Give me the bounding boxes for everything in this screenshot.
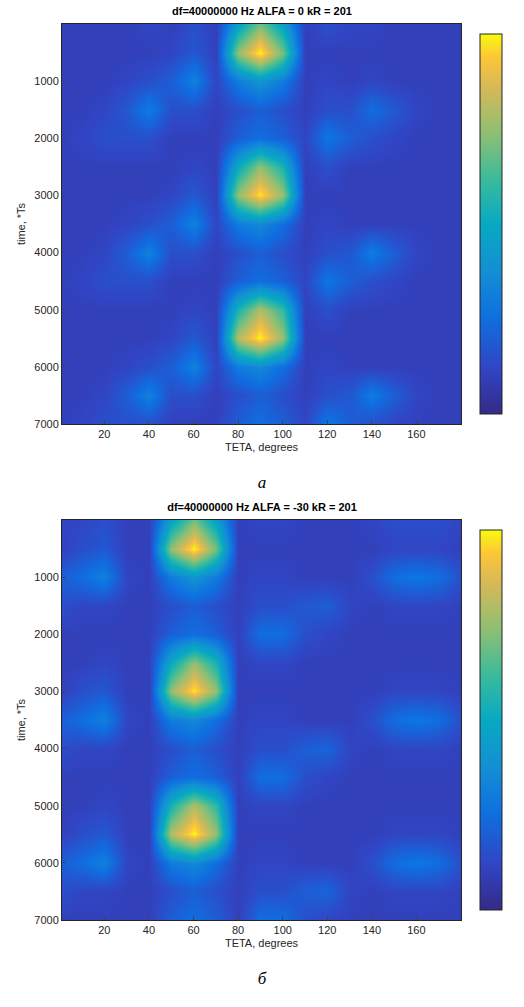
svg-text:100: 100 xyxy=(274,428,292,440)
svg-text:TETA, degrees: TETA, degrees xyxy=(225,441,299,453)
svg-text:20: 20 xyxy=(98,428,110,440)
svg-text:6000: 6000 xyxy=(34,361,58,373)
svg-text:140: 140 xyxy=(363,428,381,440)
svg-text:160: 160 xyxy=(407,428,425,440)
svg-text:60: 60 xyxy=(187,924,199,936)
svg-text:TETA, degrees: TETA, degrees xyxy=(225,937,299,949)
svg-text:7000: 7000 xyxy=(34,914,58,926)
svg-text:2000: 2000 xyxy=(34,628,58,640)
svg-text:120: 120 xyxy=(318,428,336,440)
svg-text:100: 100 xyxy=(274,924,292,936)
svg-text:5000: 5000 xyxy=(34,304,58,316)
svg-text:5000: 5000 xyxy=(34,800,58,812)
svg-text:120: 120 xyxy=(318,924,336,936)
svg-text:1000: 1000 xyxy=(34,571,58,583)
svg-text:160: 160 xyxy=(407,924,425,936)
svg-text:40: 40 xyxy=(143,924,155,936)
svg-text:80: 80 xyxy=(232,924,244,936)
svg-text:6000: 6000 xyxy=(34,857,58,869)
svg-text:20: 20 xyxy=(98,924,110,936)
svg-text:80: 80 xyxy=(232,428,244,440)
svg-text:1000: 1000 xyxy=(34,75,58,87)
html-text:б: б xyxy=(257,969,267,988)
svg-text:3000: 3000 xyxy=(34,685,58,697)
svg-text:140: 140 xyxy=(363,924,381,936)
html-text:а: а xyxy=(257,473,267,492)
svg-text:2000: 2000 xyxy=(34,132,58,144)
svg-text:time, *Ts: time, *Ts xyxy=(15,202,27,245)
svg-text:time, *Ts: time, *Ts xyxy=(15,698,27,741)
svg-text:40: 40 xyxy=(143,428,155,440)
svg-text:4000: 4000 xyxy=(34,742,58,754)
svg-text:3000: 3000 xyxy=(34,189,58,201)
svg-text:7000: 7000 xyxy=(34,418,58,430)
svg-text:60: 60 xyxy=(187,428,199,440)
svg-text:df=40000000 Hz ALFA = 0 kR = 2: df=40000000 Hz ALFA = 0 kR = 201 xyxy=(172,5,352,17)
svg-text:df=40000000 Hz ALFA = -30 kR =: df=40000000 Hz ALFA = -30 kR = 201 xyxy=(167,501,357,513)
svg-text:4000: 4000 xyxy=(34,246,58,258)
